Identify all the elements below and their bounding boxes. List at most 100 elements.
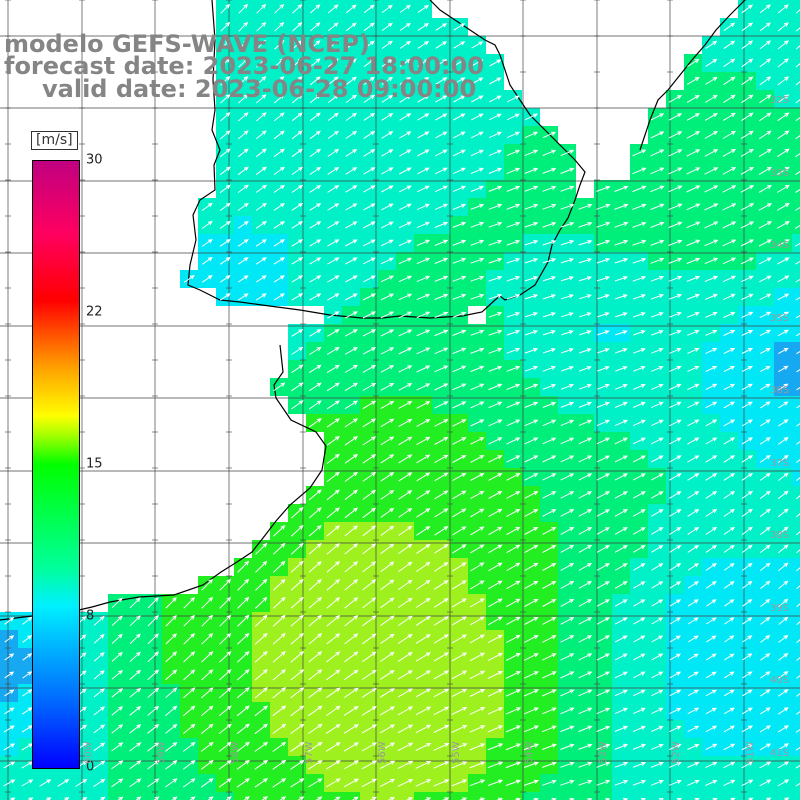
wind-arrow <box>759 472 771 481</box>
wind-arrow <box>362 543 377 555</box>
wind-arrow <box>398 543 413 555</box>
wind-arrow <box>633 366 646 372</box>
wind-arrow <box>327 329 340 337</box>
wind-arrow <box>578 599 593 607</box>
wind-arrow <box>236 723 250 735</box>
wind-arrow <box>434 562 449 572</box>
wind-arrow <box>398 347 413 355</box>
wind-arrow <box>687 311 700 318</box>
wind-arrow <box>487 761 504 769</box>
wind-arrow <box>578 239 593 246</box>
wind-arrow <box>669 689 682 697</box>
wind-arrow <box>669 491 682 499</box>
wind-arrow <box>596 185 611 192</box>
wind-arrow <box>381 4 393 14</box>
wind-arrow <box>578 743 593 750</box>
wind-arrow <box>238 21 249 32</box>
wind-arrow <box>796 675 800 679</box>
wind-arrow <box>470 239 485 246</box>
wind-arrow <box>505 743 522 751</box>
wind-arrow <box>542 312 556 318</box>
wind-arrow <box>633 312 646 318</box>
wind-arrow <box>344 597 359 609</box>
wind-arrow <box>542 635 557 643</box>
wind-arrow <box>434 490 449 500</box>
wind-arrow <box>238 76 249 86</box>
wind-arrow <box>292 4 303 14</box>
wind-arrow <box>740 257 755 265</box>
wind-arrow <box>435 23 448 31</box>
wind-arrow <box>469 779 486 787</box>
wind-arrow <box>542 671 557 679</box>
wind-arrow <box>309 58 321 68</box>
wind-arrow <box>740 185 755 193</box>
wind-arrow <box>596 383 610 390</box>
wind-arrow <box>704 113 719 121</box>
wind-arrow <box>309 203 322 211</box>
wind-arrow <box>560 653 575 661</box>
wind-arrow <box>111 633 123 644</box>
wind-arrow <box>795 27 800 32</box>
wind-arrow <box>668 185 683 193</box>
wind-arrow <box>651 581 664 589</box>
wind-arrow <box>291 257 304 265</box>
wind-arrow <box>290 669 305 681</box>
wind-cell <box>126 792 144 800</box>
wind-arrow <box>488 598 503 608</box>
wind-arrow <box>741 330 754 336</box>
wind-arrow <box>669 330 682 336</box>
wind-arrow <box>415 779 432 787</box>
wind-arrow <box>290 542 304 555</box>
wind-cell <box>792 288 800 306</box>
wind-arrow <box>777 526 789 536</box>
wind-arrow <box>705 437 718 445</box>
wind-arrow <box>236 705 250 717</box>
wind-arrow <box>111 688 124 698</box>
title-forecast-date: forecast date: 2023-06-27 18:00:00 <box>4 52 484 80</box>
wind-arrow <box>776 221 790 229</box>
wind-arrow <box>326 471 340 482</box>
wind-arrow <box>723 311 736 318</box>
wind-arrow <box>291 364 304 374</box>
wind-arrow <box>273 275 285 283</box>
wind-arrow <box>93 760 106 770</box>
wind-arrow <box>471 41 484 49</box>
wind-arrow <box>712 797 718 800</box>
wind-arrow <box>219 220 231 229</box>
wind-arrow <box>290 760 305 770</box>
wind-arrow <box>452 365 467 373</box>
wind-arrow <box>380 293 395 301</box>
wind-arrow <box>470 293 485 300</box>
wind-arrow <box>578 221 593 228</box>
wind-arrow <box>632 509 646 517</box>
wind-arrow <box>129 669 142 680</box>
wind-arrow <box>579 348 592 354</box>
wind-arrow <box>579 366 592 372</box>
wind-arrow <box>274 40 285 50</box>
wind-arrow <box>724 671 735 679</box>
wind-arrow <box>273 382 286 392</box>
wind-arrow <box>416 401 431 409</box>
wind-arrow <box>93 633 105 644</box>
wind-arrow <box>740 167 755 175</box>
wind-arrow <box>723 707 735 715</box>
wind-cell <box>270 792 288 800</box>
wind-arrow <box>201 257 213 265</box>
wind-arrow <box>669 348 682 354</box>
wind-arrow <box>560 761 575 768</box>
wind-arrow <box>452 472 467 482</box>
wind-arrow <box>759 544 771 554</box>
wind-cell <box>630 792 648 800</box>
wind-arrow <box>254 705 268 717</box>
wind-arrow <box>344 669 359 681</box>
wind-arrow <box>506 383 521 390</box>
wind-arrow <box>542 455 557 463</box>
wind-arrow <box>578 473 593 481</box>
wind-arrow <box>741 401 753 409</box>
wind-arrow <box>201 651 214 663</box>
wind-arrow <box>27 797 34 800</box>
wind-arrow <box>615 366 628 372</box>
wind-arrow <box>22 616 33 625</box>
wind-arrow <box>470 131 484 139</box>
wind-arrow <box>488 185 503 192</box>
